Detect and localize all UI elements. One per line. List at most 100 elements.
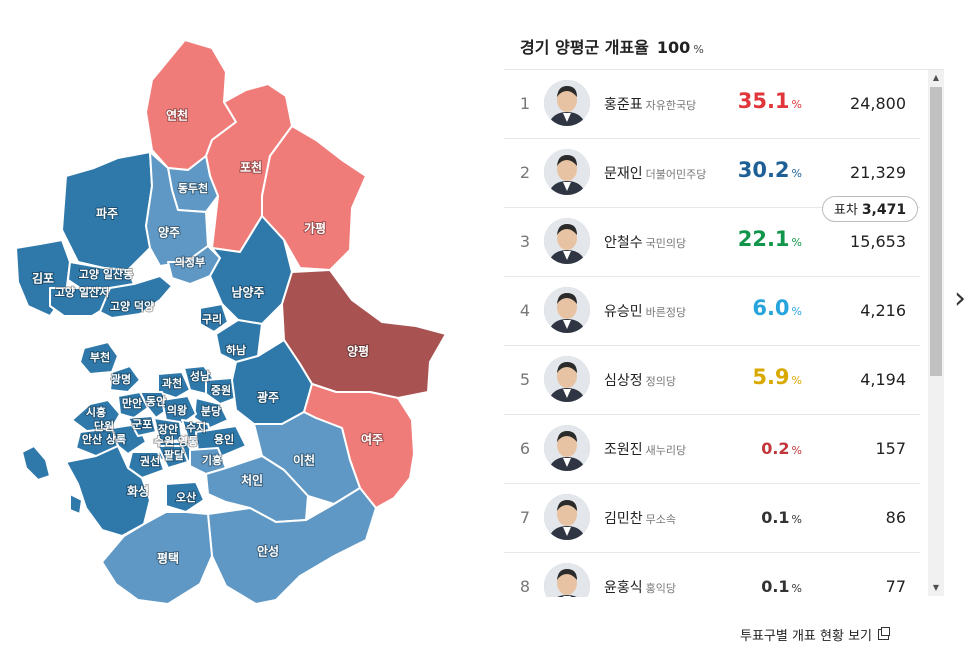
candidate-rank: 4 [519, 301, 531, 320]
region-island [69, 493, 83, 515]
label-만안: 만안 [122, 396, 142, 410]
region-고양-덕양[interactable] [99, 275, 173, 319]
label-남양주: 남양주 [231, 285, 264, 300]
candidate-list[interactable]: 1 홍준표 자유한국당 35.1% 24,800 2 문재인 더불어민주당 30.2% 21,32… [504, 69, 944, 597]
vote-share: 6.0% [752, 296, 802, 320]
vote-count: 15,653 [850, 232, 906, 251]
candidate-name: 김민찬 [604, 511, 643, 527]
vote-count: 86 [885, 508, 906, 527]
label-광명: 광명 [111, 372, 131, 386]
candidate-party: 바른정당 [645, 306, 687, 319]
candidate-party: 홍익당 [645, 582, 677, 595]
vote-share-value: 22.1 [737, 227, 790, 251]
region-오산[interactable] [165, 481, 205, 513]
vote-margin-badge: 표차 3,471 [822, 196, 918, 222]
candidate-row[interactable]: 5 심상정 정의당 5.9% 4,194 [504, 346, 920, 415]
candidate-photo [544, 287, 590, 333]
margin-label: 표차 [833, 203, 858, 218]
region-남양주[interactable] [209, 215, 293, 325]
candidate-row[interactable]: 7 김민찬 무소속 0.1% 86 [504, 484, 920, 553]
scroll-down-icon[interactable]: ▼ [932, 583, 940, 592]
label-파주: 파주 [96, 206, 118, 221]
label-안성: 안성 [257, 544, 279, 559]
vote-share: 35.1% [738, 89, 802, 113]
candidate-photo [544, 218, 590, 264]
label-이천: 이천 [293, 453, 315, 468]
label-하남: 하남 [226, 343, 246, 357]
region-동안[interactable] [139, 391, 171, 419]
candidate-row[interactable]: 4 유승민 바른정당 6.0% 4,216 [504, 277, 920, 346]
candidate-row[interactable]: 8 윤홍식 홍익당 0.1% 77 [504, 553, 920, 597]
vote-count: 21,329 [850, 163, 906, 182]
vote-share-unit: % [791, 305, 802, 318]
vote-share-value: 5.9 [752, 365, 790, 389]
region-island [21, 445, 51, 481]
candidate-rank: 6 [519, 439, 531, 458]
region-권선[interactable] [127, 451, 165, 479]
region-군포[interactable] [127, 415, 157, 437]
region-만안[interactable] [117, 391, 149, 419]
label-단원: 단원 [94, 419, 114, 433]
region-광명[interactable] [109, 365, 141, 393]
label-광주: 광주 [257, 390, 279, 405]
candidate-party: 더불어민주당 [645, 168, 707, 181]
vote-count: 77 [885, 577, 906, 596]
vote-share: 5.9% [752, 365, 802, 389]
label-포천: 포천 [240, 160, 262, 175]
scroll-thumb[interactable] [930, 87, 942, 376]
candidate-row[interactable]: 6 조원진 새누리당 0.2% 157 [504, 415, 920, 484]
precinct-results-link[interactable]: 투표구별 개표 현황 보기 [740, 625, 890, 644]
vote-count: 4,194 [860, 370, 906, 389]
label-김포: 김포 [32, 271, 54, 286]
candidate-party: 국민의당 [645, 237, 687, 250]
label-연천: 연천 [166, 108, 188, 123]
label-시흥: 시흥 [86, 405, 106, 419]
candidate-name: 심상정 [604, 373, 643, 389]
label-안산-상록: 안산 상록 [82, 432, 126, 446]
candidate-rank: 5 [519, 370, 531, 389]
scroll-up-icon[interactable]: ▲ [932, 73, 940, 82]
region-labels: 연천 포천 가평 동두천 양주 파주 의정부 남양주 김포 고양 일산동 고양 … [31, 107, 384, 567]
candidate-photo [544, 425, 590, 471]
label-권선: 권선 [140, 454, 160, 468]
region-구리[interactable] [199, 303, 229, 333]
chevron-right-icon[interactable]: › [954, 281, 966, 316]
region-팔달[interactable] [157, 445, 189, 469]
candidate-row[interactable]: 1 홍준표 자유한국당 35.1% 24,800 [504, 70, 920, 139]
candidate-row[interactable]: 3 안철수 국민의당 22.1% 15,653 [504, 208, 920, 277]
external-link-icon [878, 627, 890, 640]
vote-share-unit: % [791, 374, 802, 387]
candidate-rank: 3 [519, 232, 531, 251]
candidate-photo [544, 494, 590, 540]
region-장안[interactable] [153, 417, 183, 443]
candidate-row[interactable]: 2 문재인 더불어민주당 30.2% 21,329 [504, 139, 920, 208]
region-화성[interactable] [65, 445, 151, 537]
label-양평: 양평 [347, 344, 369, 359]
label-양주: 양주 [158, 225, 180, 240]
region-중원[interactable] [205, 377, 237, 405]
region-의왕[interactable] [161, 395, 197, 425]
vote-share-unit: % [791, 444, 802, 457]
vote-share-value: 35.1 [737, 89, 790, 113]
candidate-party: 정의당 [645, 375, 677, 388]
precinct-link-text[interactable]: 투표구별 개표 현황 보기 [740, 629, 872, 644]
label-여주: 여주 [361, 432, 383, 447]
region-평택[interactable] [101, 511, 213, 605]
candidate-name: 문재인 [604, 166, 643, 182]
candidate-party: 새누리당 [645, 444, 687, 457]
label-과천: 과천 [162, 376, 182, 390]
vote-share-value: 0.1 [761, 508, 790, 527]
vote-share-unit: % [791, 167, 802, 180]
candidate-name: 조원진 [604, 442, 643, 458]
page-title: 경기 양평군 개표율 100% [520, 34, 704, 58]
vote-share: 0.1% [761, 508, 802, 527]
region-과천[interactable] [157, 371, 191, 399]
candidate-rank: 8 [519, 577, 531, 596]
title-text: 경기 양평군 개표율 [520, 38, 649, 57]
candidate-party: 무소속 [645, 513, 677, 526]
label-수지: 수지 [186, 420, 206, 434]
label-팔달: 팔달 [164, 448, 184, 462]
vote-count: 4,216 [860, 301, 906, 320]
scrollbar[interactable]: ▲ ▼ [928, 70, 944, 596]
region-안성[interactable] [207, 487, 377, 605]
